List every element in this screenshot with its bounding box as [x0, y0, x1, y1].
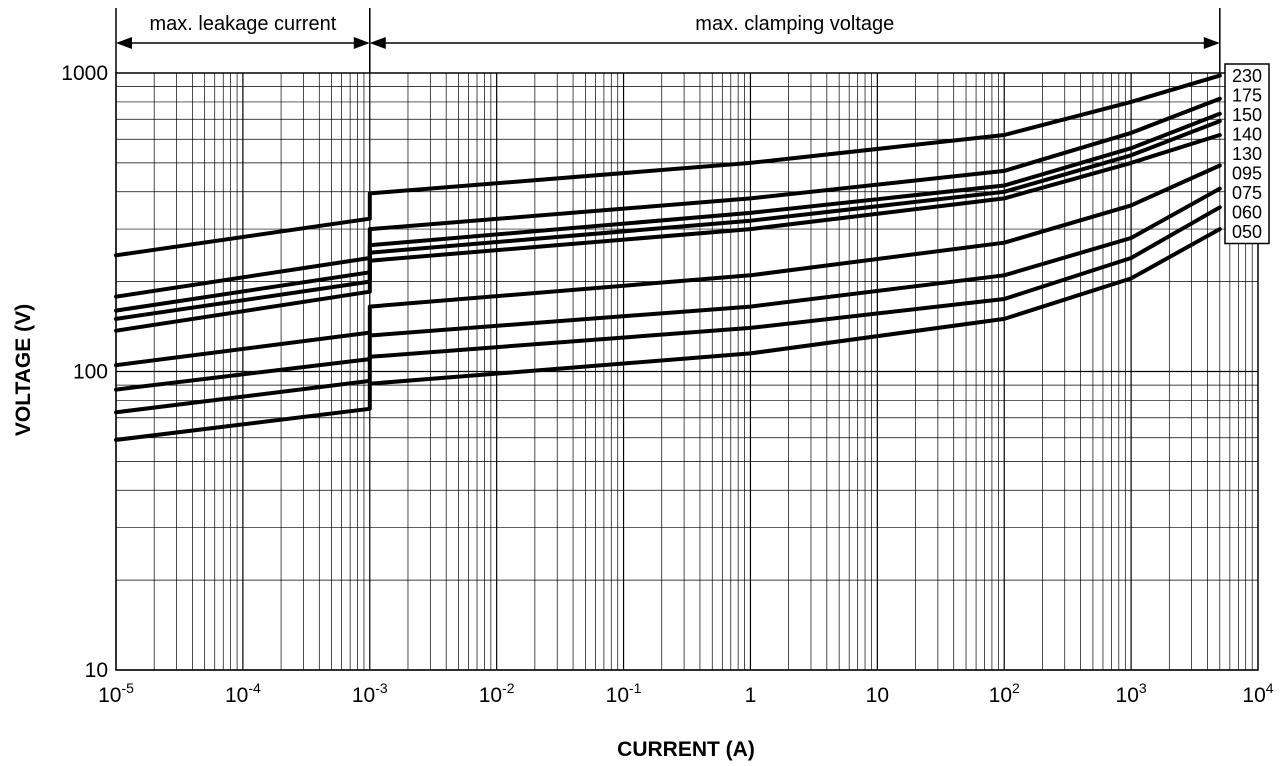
y-tick-label: 100 — [73, 361, 108, 384]
x-axis-title: CURRENT (A) — [617, 738, 755, 761]
series-label-frame — [1224, 63, 1270, 245]
series-label-075: 075 — [1232, 183, 1262, 203]
x-tick-label: 103 — [1116, 680, 1147, 707]
series-label-060: 060 — [1232, 203, 1262, 223]
series-label-130: 130 — [1232, 144, 1262, 164]
y-tick-label: 1000 — [61, 62, 108, 85]
clamping-range-label: max. clamping voltage — [695, 13, 894, 35]
series-label-230: 230 — [1232, 66, 1262, 86]
x-tick-label: 102 — [989, 680, 1020, 707]
x-tick-label: 10-4 — [225, 680, 261, 707]
y-tick-labels: 1000 100 10 — [61, 62, 108, 682]
series-lines — [114, 73, 1222, 442]
x-tick-label: 10 — [866, 684, 889, 707]
x-tick-label: 1 — [745, 684, 757, 707]
leakage-range-arrowhead-right — [353, 37, 370, 49]
x-tick-label: 104 — [1242, 680, 1273, 707]
series-label-095: 095 — [1232, 164, 1262, 184]
series-label-150: 150 — [1232, 105, 1262, 125]
series-label-175: 175 — [1232, 86, 1262, 106]
series-line-230 — [114, 73, 1222, 258]
series-label-140: 140 — [1232, 125, 1262, 145]
series-line-175 — [114, 96, 1222, 299]
series-line-050 — [114, 227, 1222, 442]
clamping-range-arrowhead-left — [369, 37, 386, 49]
x-tick-label: 10-3 — [352, 680, 388, 707]
x-tick-label: 10-1 — [606, 680, 642, 707]
leakage-range-arrowhead-left — [116, 37, 132, 49]
leakage-range-label: max. leakage current — [150, 13, 337, 35]
series-line-060 — [114, 205, 1222, 415]
series-line-130 — [114, 133, 1222, 333]
y-tick-label: 10 — [85, 659, 108, 682]
clamping-range-arrowhead-right — [1203, 37, 1220, 49]
range-annotations: max. leakage current max. clamping voltag… — [115, 8, 1221, 73]
x-tick-labels: 10-5 10-4 10-3 10-2 10-1 1 10 102 103 104 — [98, 680, 1274, 707]
series-label-050: 050 — [1232, 222, 1262, 242]
series-line-095 — [114, 163, 1222, 368]
plot-frame — [115, 72, 1259, 671]
y-axis-title: VOLTAGE (V) — [12, 304, 35, 436]
x-tick-label: 10-5 — [98, 680, 134, 707]
x-tick-label: 10-2 — [479, 680, 515, 707]
